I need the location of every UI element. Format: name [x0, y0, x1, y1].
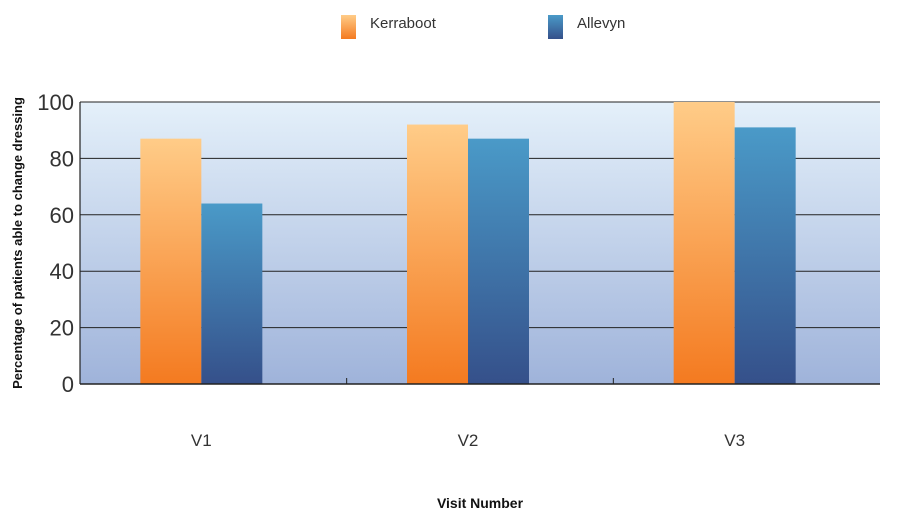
y-tick-label: 60: [50, 203, 74, 228]
legend-swatch-kerraboot: [341, 15, 356, 39]
legend-swatch-allevyn: [548, 15, 563, 39]
x-category-label: V1: [191, 431, 212, 450]
legend: Kerraboot Allevyn: [341, 15, 625, 39]
bar-kerraboot-v2: [407, 124, 468, 384]
y-tick-label: 100: [37, 90, 74, 115]
x-category-label: V2: [458, 431, 479, 450]
x-category-label: V3: [724, 431, 745, 450]
y-tick-label: 20: [50, 316, 74, 341]
x-axis-categories: V1 V2 V3: [191, 378, 745, 450]
legend-label-allevyn: Allevyn: [577, 15, 625, 32]
y-axis-label: Percentage of patients able to change dr…: [10, 97, 25, 389]
y-tick-label: 80: [50, 146, 74, 171]
x-axis-label: Visit Number: [437, 495, 524, 511]
y-axis-ticks: 0 20 40 60 80 100: [37, 90, 74, 397]
bar-allevyn-v1: [201, 203, 263, 384]
legend-label-kerraboot: Kerraboot: [370, 15, 437, 32]
bar-kerraboot-v3: [673, 102, 735, 384]
y-tick-label: 0: [62, 372, 74, 397]
bar-allevyn-v3: [734, 127, 796, 384]
bar-allevyn-v2: [468, 138, 529, 384]
bars: [140, 102, 796, 384]
bar-kerraboot-v1: [140, 138, 202, 384]
y-tick-label: 40: [50, 259, 74, 284]
